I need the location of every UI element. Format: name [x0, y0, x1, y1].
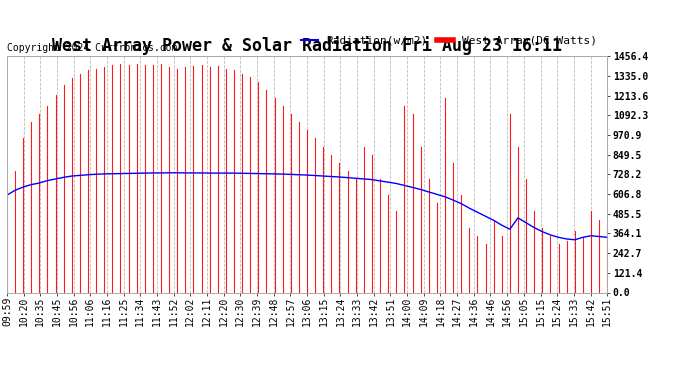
Title: West Array Power & Solar Radiation Fri Aug 23 16:11: West Array Power & Solar Radiation Fri A…: [52, 36, 562, 55]
Text: Copyright 2024 Curtronics.com: Copyright 2024 Curtronics.com: [7, 43, 177, 53]
Legend: Radiation(w/m2), West Array(DC Watts): Radiation(w/m2), West Array(DC Watts): [297, 31, 602, 50]
